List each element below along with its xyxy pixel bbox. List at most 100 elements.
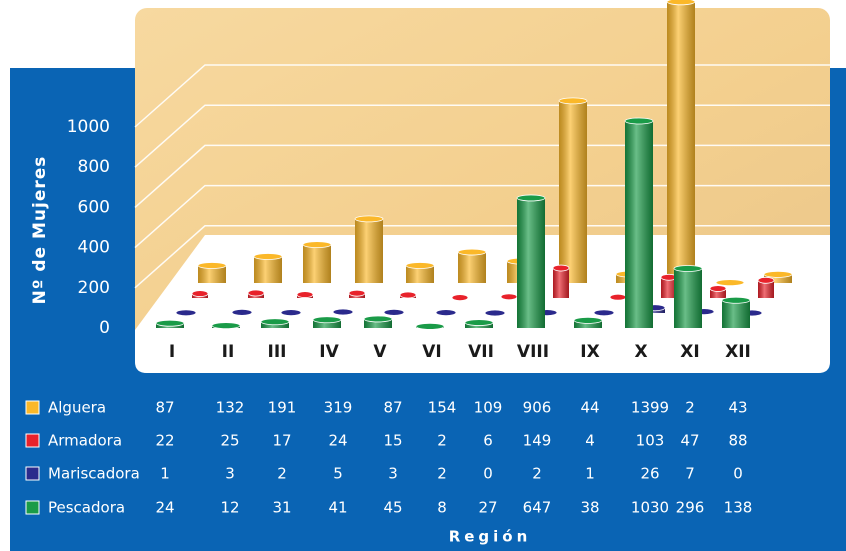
bar-top [757, 276, 775, 284]
bar [558, 97, 588, 283]
bar [332, 308, 354, 316]
bar-top [516, 194, 546, 202]
table-cell: 191 [268, 399, 297, 417]
table-cell: 109 [474, 399, 503, 417]
bar-top [211, 322, 241, 329]
grid-line [134, 64, 830, 128]
x-tick-label: VI [422, 342, 441, 362]
bar-top [155, 319, 185, 327]
table-cell: 4 [585, 432, 595, 450]
bar-shade [574, 320, 602, 328]
table-cell: 296 [676, 499, 705, 517]
bar [757, 276, 775, 298]
table-cell: 87 [155, 399, 174, 417]
bar [155, 319, 185, 328]
bar [211, 322, 241, 329]
table-cell: 103 [636, 432, 665, 450]
x-tick-label: XI [680, 342, 699, 362]
bar [175, 309, 197, 317]
bar-top [405, 262, 435, 269]
bar [399, 291, 417, 299]
bar-shade [625, 120, 653, 328]
bar-top [552, 264, 570, 272]
bar-top [296, 291, 314, 298]
table-cell: 15 [383, 432, 402, 450]
table-cell: 45 [383, 499, 402, 517]
bar-shade [553, 268, 569, 298]
bar-shade [198, 265, 226, 283]
table-cell: 0 [733, 465, 743, 483]
x-tick-label: III [268, 342, 287, 362]
y-tick-label: 1000 [67, 117, 110, 137]
table-cell: 44 [580, 399, 599, 417]
bar-top [363, 315, 393, 323]
bar [464, 319, 494, 328]
table-cell: 3 [388, 465, 398, 483]
table-cell: 24 [155, 499, 174, 517]
bar [260, 318, 290, 328]
bar-top [399, 291, 417, 299]
legend-label: Pescadora [48, 499, 125, 517]
table-cell: 1 [585, 465, 595, 483]
bar-top [609, 293, 627, 301]
bar-top [197, 262, 227, 269]
table-cell: 2 [437, 432, 447, 450]
bar-shade [303, 244, 331, 283]
bar [312, 316, 342, 328]
table-cell: 2 [437, 465, 447, 483]
table-cell: 138 [724, 499, 753, 517]
bar-top [302, 241, 332, 249]
table-cell: 154 [428, 399, 457, 417]
y-tick-label: 200 [78, 278, 110, 298]
bar [609, 293, 627, 301]
table-cell: 0 [483, 465, 493, 483]
bar-shade [313, 319, 341, 328]
legend-label: Alguera [48, 399, 106, 417]
bar [435, 309, 457, 316]
bar-top [763, 270, 793, 278]
table-cell: 1 [160, 465, 170, 483]
table-cell: 27 [478, 499, 497, 517]
bar-top [573, 316, 603, 324]
bar [383, 308, 405, 316]
table-cell: 319 [324, 399, 353, 417]
bar [415, 322, 445, 330]
bar-top [415, 322, 445, 330]
table-cell: 8 [437, 499, 447, 517]
bar [354, 215, 384, 283]
table-cell: 38 [580, 499, 599, 517]
x-tick-label: XII [725, 342, 751, 362]
table-cell: 1399 [631, 399, 669, 417]
bar-top [593, 309, 615, 317]
bar-top [709, 285, 727, 292]
table-cell: 41 [328, 499, 347, 517]
bar-top [332, 308, 354, 316]
legend-label: Armadora [48, 432, 122, 450]
bar-shade [364, 318, 392, 328]
bar [253, 253, 283, 283]
bar-top [260, 318, 290, 326]
bar-top [247, 289, 265, 297]
table-cell: 17 [272, 432, 291, 450]
legend-label: Mariscadora [48, 465, 140, 483]
bar [709, 285, 727, 298]
bar-top [435, 309, 457, 316]
x-tick-label: X [634, 342, 647, 362]
bar [552, 264, 570, 298]
bar [721, 296, 751, 328]
bar-top [451, 294, 469, 301]
table-cell: 22 [155, 432, 174, 450]
y-tick-label: 0 [99, 318, 110, 338]
bar-top [348, 289, 366, 297]
legend-swatch [25, 400, 40, 415]
bar [191, 290, 209, 298]
y-tick-label: 800 [78, 157, 110, 177]
bar [624, 117, 654, 328]
bar [763, 270, 793, 283]
bar [296, 291, 314, 298]
grid-line [134, 144, 830, 208]
bar-top [312, 316, 342, 324]
bar [457, 248, 487, 283]
x-tick-label: IV [319, 342, 339, 362]
